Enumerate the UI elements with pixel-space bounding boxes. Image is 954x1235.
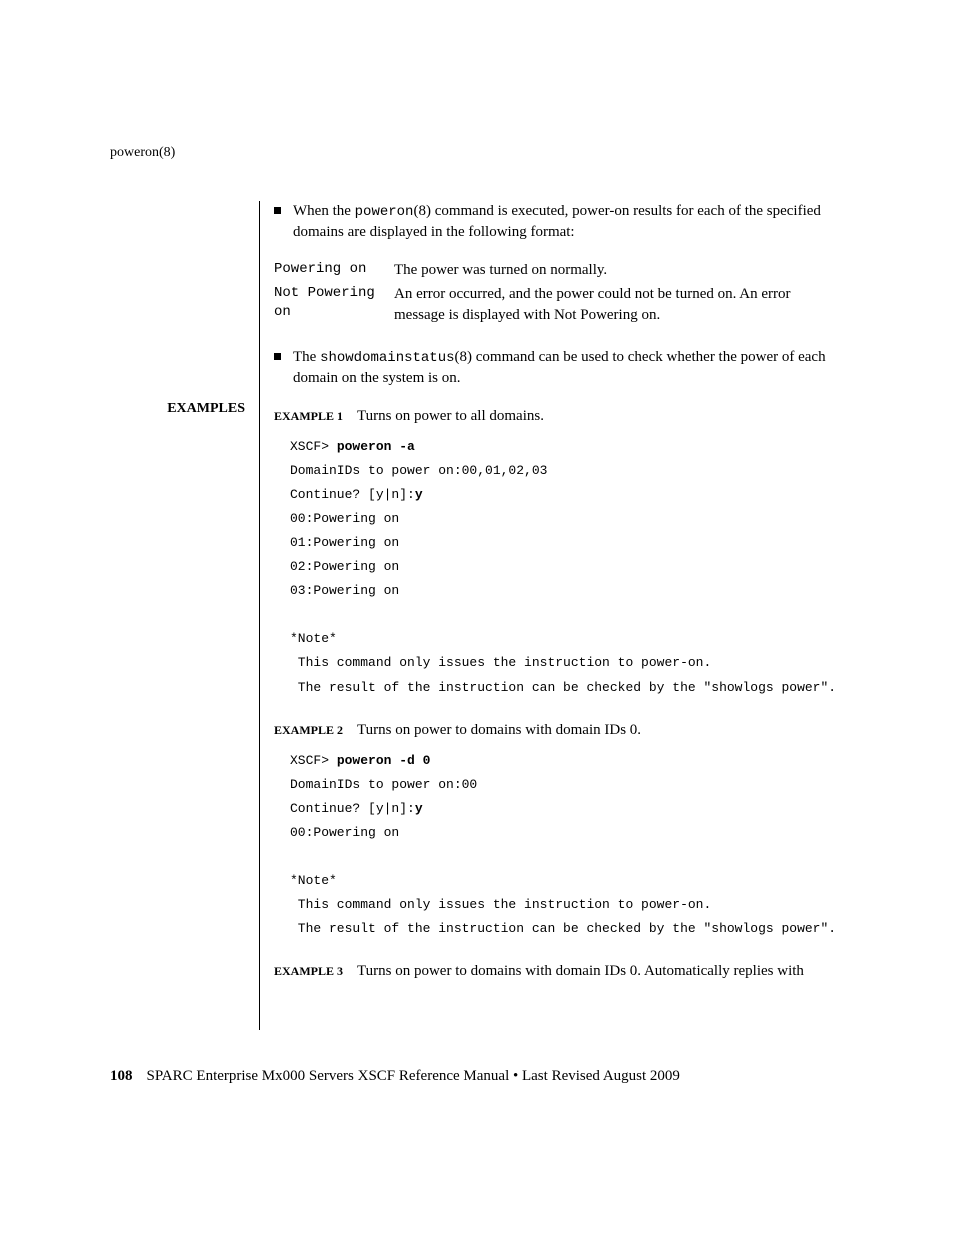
example-1-code: XSCF> poweron -a DomainIDs to power on:0…: [290, 435, 844, 700]
bullet-2-text: The showdomainstatus(8) command can be u…: [293, 347, 844, 388]
bullet-1: When the poweron(8) command is executed,…: [274, 201, 844, 242]
ex2-prompt: XSCF>: [290, 753, 337, 768]
bullet-1-pre: When the: [293, 203, 355, 219]
status-val-1: The power was turned on normally.: [394, 260, 844, 280]
ex1-prompt: XSCF>: [290, 439, 337, 454]
status-row-2: Not Powering on An error occurred, and t…: [274, 284, 844, 325]
page-header: poweron(8): [110, 145, 844, 161]
bullet-2-cmd: showdomainstatus: [320, 350, 454, 366]
example-3-label: EXAMPLE 3: [274, 964, 343, 978]
ex2-body-b: 00:Powering on *Note* This command only …: [290, 825, 836, 936]
example-3-desc: Turns on power to domains with domain ID…: [357, 963, 804, 979]
bullet-2: The showdomainstatus(8) command can be u…: [274, 347, 844, 388]
bullet-icon: [274, 353, 281, 360]
ex1-body-b: 00:Powering on 01:Powering on 02:Powerin…: [290, 511, 836, 694]
status-key-2: Not Powering on: [274, 284, 394, 325]
example-2-desc: Turns on power to domains with domain ID…: [357, 722, 641, 738]
example-3-line: EXAMPLE 3 Turns on power to domains with …: [274, 963, 844, 980]
ex2-body-a: DomainIDs to power on:00 Continue? [y|n]…: [290, 777, 477, 816]
examples-label: EXAMPLES: [110, 401, 245, 417]
page-number: 108: [110, 1068, 133, 1084]
ex2-cmd: poweron -d 0: [337, 753, 431, 768]
main-content: EXAMPLES When the poweron(8) command is …: [110, 201, 844, 1030]
footer-text: SPARC Enterprise Mx000 Servers XSCF Refe…: [147, 1068, 680, 1084]
bullet-2-pre: The: [293, 349, 320, 365]
example-2-code: XSCF> poweron -d 0 DomainIDs to power on…: [290, 749, 844, 941]
bullet-1-text: When the poweron(8) command is executed,…: [293, 201, 844, 242]
ex2-yn: y: [415, 801, 423, 816]
status-table: Powering on The power was turned on norm…: [274, 260, 844, 325]
status-key-1: Powering on: [274, 260, 394, 280]
example-1-line: EXAMPLE 1 Turns on power to all domains.: [274, 408, 844, 425]
bullet-1-cmd: poweron: [355, 204, 414, 220]
example-2-label: EXAMPLE 2: [274, 723, 343, 737]
status-row-1: Powering on The power was turned on norm…: [274, 260, 844, 280]
bullet-icon: [274, 207, 281, 214]
status-val-2: An error occurred, and the power could n…: [394, 284, 844, 325]
ex1-yn: y: [415, 487, 423, 502]
left-column: EXAMPLES: [110, 201, 259, 1030]
example-1-label: EXAMPLE 1: [274, 409, 343, 423]
page-footer: 108 SPARC Enterprise Mx000 Servers XSCF R…: [110, 1068, 680, 1085]
right-column: When the poweron(8) command is executed,…: [259, 201, 844, 1030]
example-1-desc: Turns on power to all domains.: [357, 408, 544, 424]
ex1-cmd: poweron -a: [337, 439, 415, 454]
example-2-line: EXAMPLE 2 Turns on power to domains with …: [274, 722, 844, 739]
